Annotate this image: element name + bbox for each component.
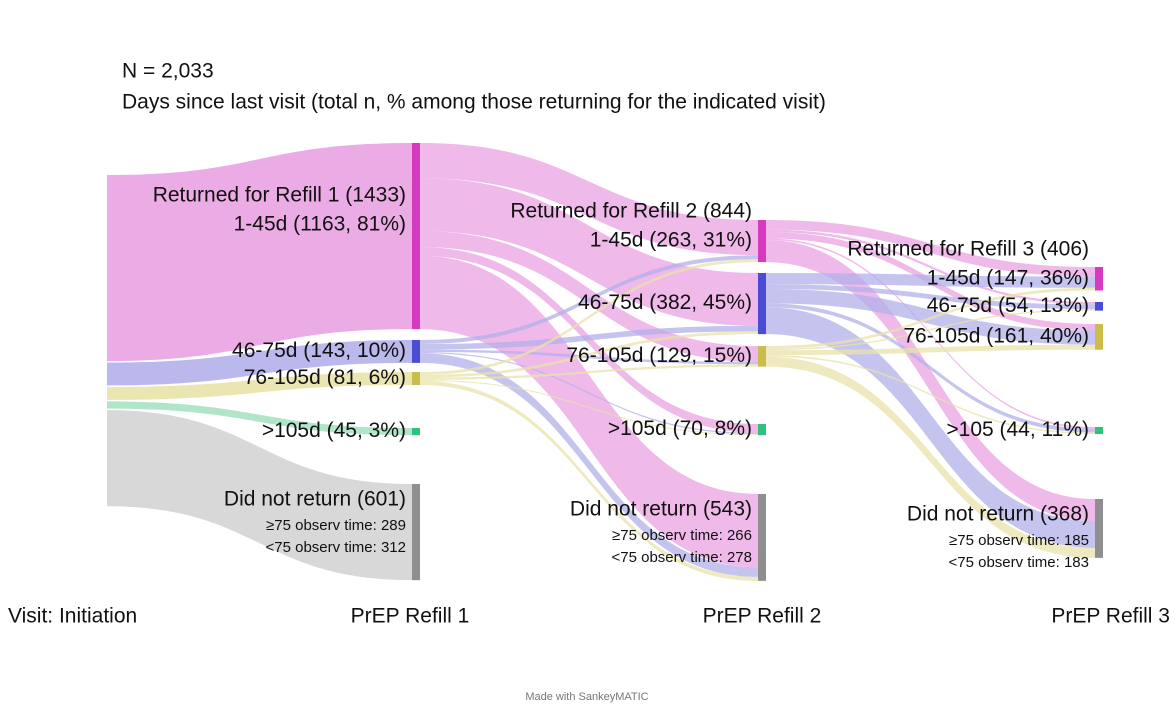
flow: [420, 231, 758, 362]
flow: [420, 325, 758, 350]
flow: [420, 352, 758, 435]
node: [412, 372, 420, 385]
node-label: 1-45d (1163, 81%): [234, 213, 406, 236]
flow: [107, 410, 412, 581]
node-label: Did not return (368): [907, 503, 1089, 526]
node-label: 76-105d (161, 40%): [903, 324, 1089, 347]
flow: [420, 331, 758, 378]
node-label: 76-105d (81, 6%): [244, 366, 406, 389]
flow: [107, 401, 412, 436]
n-label: N = 2,033: [122, 60, 214, 83]
flow: [107, 340, 412, 386]
flow: [766, 284, 1095, 310]
node-label: 46-75d (382, 45%): [578, 291, 752, 314]
node-label: 46-75d (143, 10%): [232, 339, 406, 362]
node-detail: ≥75 observ time: 289: [266, 517, 406, 534]
node-label: 76-105d (129, 15%): [566, 344, 752, 367]
footer: Made with SankeyMATIC: [525, 691, 648, 703]
node-label: >105d (70, 8%): [608, 417, 752, 440]
flow: [420, 349, 758, 365]
node: [1095, 267, 1103, 291]
stage-header: Returned for Refill 1 (1433): [153, 184, 406, 207]
labels: N = 2,033 Days since last visit (total n…: [8, 60, 1170, 703]
node: [412, 428, 420, 436]
flows: [107, 143, 1095, 581]
node-label: 46-75d (54, 13%): [927, 294, 1089, 317]
stage-label: PrEP Refill 2: [703, 605, 822, 628]
node: [758, 424, 766, 436]
flow: [420, 364, 758, 380]
node: [758, 494, 766, 581]
flow: [420, 259, 758, 375]
flow: [766, 356, 1095, 558]
node: [1095, 499, 1103, 558]
flow: [420, 178, 758, 326]
stage-label: PrEP Refill 3: [1051, 605, 1170, 628]
node-detail: ≥75 observ time: 185: [949, 532, 1089, 549]
node: [758, 220, 766, 263]
flow: [420, 353, 758, 577]
nodes: [412, 143, 1103, 581]
node: [1095, 302, 1103, 311]
node-label: Did not return (601): [224, 488, 406, 511]
flow: [766, 307, 1095, 548]
stage-header: Returned for Refill 2 (844): [510, 200, 752, 223]
flow: [420, 143, 758, 256]
node: [412, 143, 420, 330]
flow: [766, 273, 1095, 288]
flow: [107, 143, 412, 362]
flow: [766, 238, 1095, 429]
flow: [766, 220, 1095, 277]
node: [1095, 324, 1103, 350]
node-label: Did not return (543): [570, 498, 752, 521]
node: [412, 340, 420, 363]
flow: [766, 309, 1095, 351]
node: [412, 484, 420, 581]
node-detail: ≥75 observ time: 266: [612, 527, 752, 544]
flow: [766, 344, 1095, 356]
flow: [420, 255, 758, 344]
node-detail: <75 observ time: 183: [948, 554, 1089, 571]
flow: [766, 287, 1095, 349]
flow: [766, 229, 1095, 305]
flow: [107, 372, 412, 400]
subtitle: Days since last visit (total n, % among …: [122, 91, 826, 114]
stage-header: Returned for Refill 3 (406): [847, 237, 1089, 260]
node: [1095, 427, 1103, 435]
flow: [420, 380, 758, 581]
node-detail: <75 observ time: 278: [611, 549, 752, 566]
flow: [766, 303, 1095, 433]
node-label: >105d (45, 3%): [262, 419, 406, 442]
stage-label: PrEP Refill 1: [351, 605, 470, 628]
node-label: 1-45d (147, 36%): [927, 266, 1089, 289]
node: [758, 346, 766, 367]
node-label: >105 (44, 11%): [946, 418, 1089, 441]
node: [758, 273, 766, 335]
flow: [766, 240, 1095, 522]
source-label: Visit: Initiation: [8, 605, 137, 628]
flow: [420, 379, 758, 436]
node-label: 1-45d (263, 31%): [590, 229, 752, 252]
node-detail: <75 observ time: 312: [265, 539, 406, 556]
flow: [766, 355, 1095, 435]
